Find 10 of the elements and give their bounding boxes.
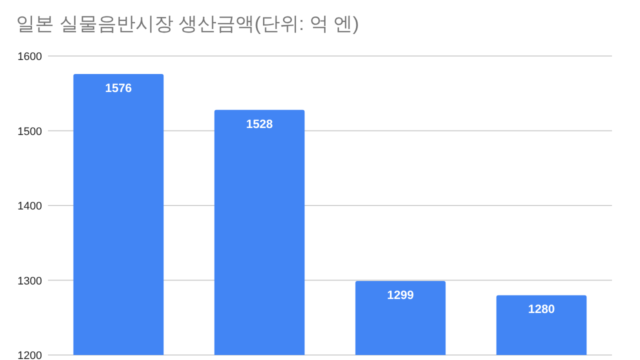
y-tick-label: 1400	[18, 200, 42, 212]
y-tick-label: 1200	[18, 350, 42, 360]
y-tick-label: 1300	[18, 275, 42, 288]
data-label: 1576	[105, 80, 132, 95]
data-label: 1528	[246, 116, 274, 131]
data-label: 1299	[387, 288, 414, 302]
y-tick-label: 1500	[18, 126, 42, 138]
data-label: 1280	[528, 302, 556, 316]
y-tick-label: 1600	[18, 51, 42, 63]
chart-title: 일본 실물음반시장 생산금액(단위: 억 엔)	[16, 14, 360, 35]
